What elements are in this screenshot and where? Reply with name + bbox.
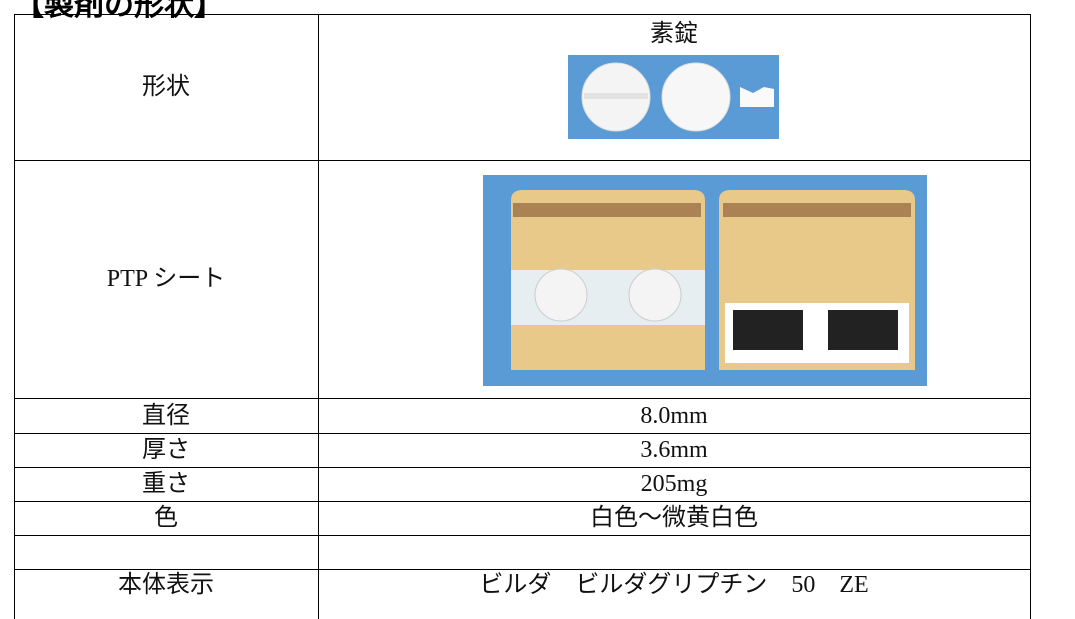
row-value: 3.6mm [640,437,708,463]
row-label: 直径 [142,403,190,429]
row-value: 8.0mm [640,403,708,429]
row-label: 色 [154,505,178,531]
border [14,398,1031,399]
border [14,160,1031,161]
border [14,501,1031,502]
border [14,467,1031,468]
row-value: ビルダ ビルダグリプチン 50 ZE [479,572,869,598]
cell-caption: 素錠 [650,21,698,47]
row-value: 白色～微黄白色 [590,505,758,531]
border [14,433,1031,434]
row-label: 重さ [142,471,190,497]
row-value: 205mg [640,471,708,497]
border [318,14,319,619]
ptp-photo [483,175,927,386]
tablet-photo [568,55,779,139]
row-label: 形状 [142,74,190,100]
heading: 【製剤の形状】 [14,0,224,23]
border [14,535,1031,536]
border [1030,14,1031,619]
border [14,14,1031,15]
border [14,569,1031,570]
row-label: PTP シート [106,266,226,292]
border [14,14,15,619]
row-label: 厚さ [142,437,190,463]
row-label: 本体表示 [118,572,214,598]
